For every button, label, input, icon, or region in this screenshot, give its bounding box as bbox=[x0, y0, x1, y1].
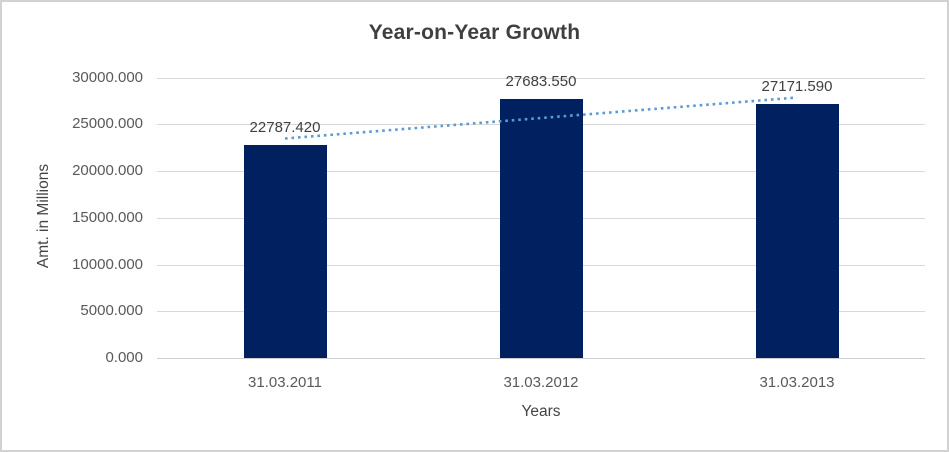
x-axis-title: Years bbox=[521, 403, 561, 420]
chart-title: Year-on-Year Growth bbox=[368, 21, 581, 44]
y-tick-label: 10000.000 bbox=[72, 255, 143, 273]
y-tick-label: 5000.000 bbox=[80, 302, 143, 320]
bar bbox=[243, 144, 327, 358]
y-tick-label: 20000.000 bbox=[72, 162, 143, 179]
bar-data-label: 22787.420 bbox=[249, 118, 321, 136]
y-tick-label: 15000.000 bbox=[72, 208, 143, 226]
bar-data-label: 27683.550 bbox=[505, 73, 577, 91]
x-axis-line bbox=[157, 358, 925, 359]
x-tick-label: 31.03.2013 bbox=[759, 374, 835, 391]
x-tick-label: 31.03.2011 bbox=[248, 374, 322, 391]
y-tick-label: 30000.000 bbox=[72, 68, 143, 86]
bar-data-label: 27171.590 bbox=[761, 77, 833, 95]
bar bbox=[499, 99, 583, 358]
gridline bbox=[157, 77, 925, 79]
y-tick-label: 0.000 bbox=[105, 349, 143, 366]
x-tick-label: 31.03.2012 bbox=[503, 374, 579, 391]
bar bbox=[755, 103, 839, 358]
y-tick-label: 25000.000 bbox=[72, 115, 143, 133]
